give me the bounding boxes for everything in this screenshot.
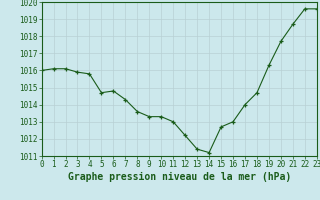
X-axis label: Graphe pression niveau de la mer (hPa): Graphe pression niveau de la mer (hPa) [68, 172, 291, 182]
